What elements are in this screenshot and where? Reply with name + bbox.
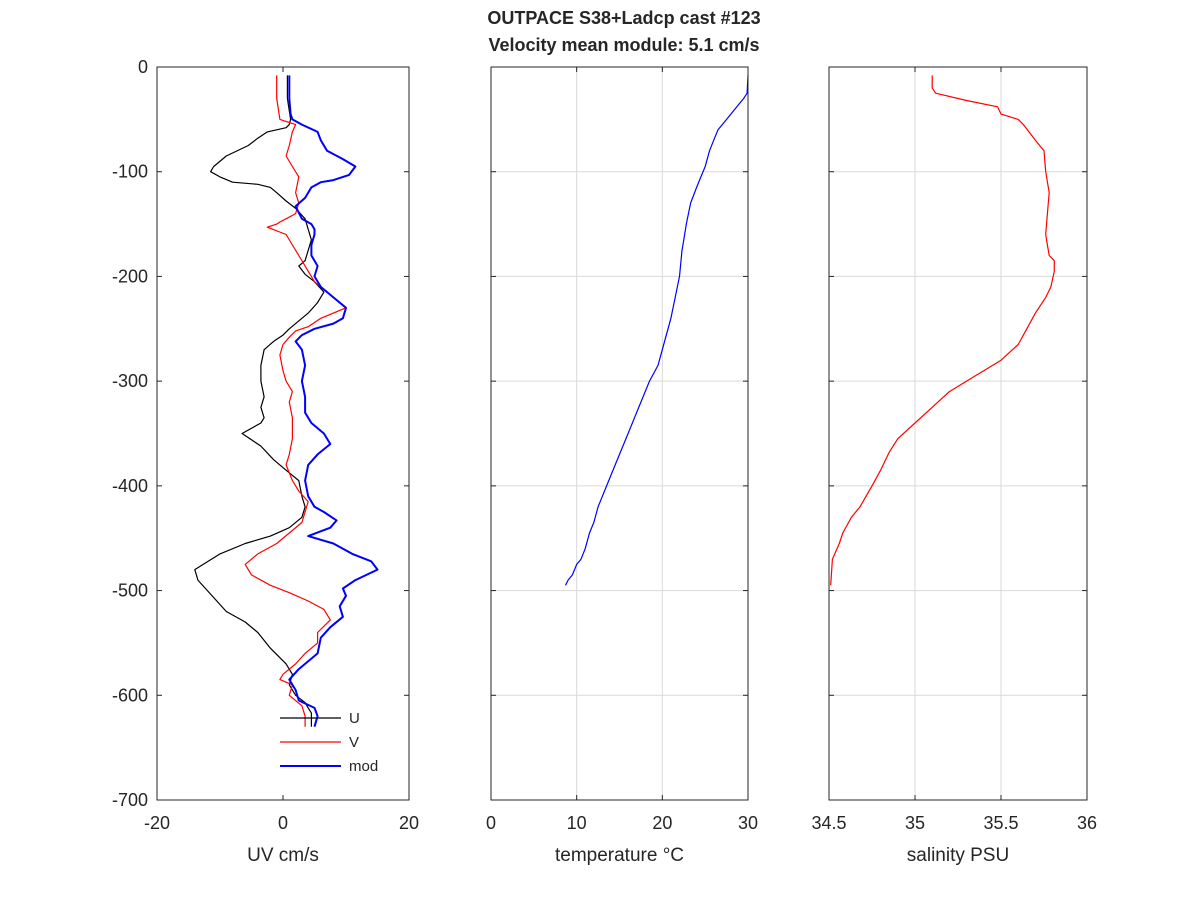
y-tick-label: -600 [112,685,148,705]
legend-label-u: U [349,710,360,727]
series-line-mod [288,75,379,727]
series-line-profile [830,75,1055,586]
x-axis-label: temperature °C [555,845,684,866]
x-tick-label: 36 [1077,813,1097,833]
y-tick-label: -500 [112,581,148,601]
x-tick-label: 35 [905,813,925,833]
figure-title-line-2: Velocity mean module: 5.1 cm/s [488,35,759,55]
panel-2: 0 10 20 30 temperature °C [486,66,758,866]
x-tick-label: 34.5 [811,813,846,833]
x-axis-label: UV cm/s [247,845,319,866]
x-tick-label: 0 [486,813,496,833]
y-tick-label: 0 [138,57,148,77]
axes-frame [828,66,1088,801]
figure-title-line-1: OUTPACE S38+Ladcp cast #123 [487,8,760,28]
y-tick-label: -300 [112,371,148,391]
legend-label-v: V [349,734,359,751]
axes-frame [490,66,749,801]
series-line-profile [564,75,749,586]
x-tick-label: 0 [278,813,288,833]
y-tick-label: -700 [112,790,148,810]
x-tick-label: 30 [738,813,758,833]
y-tick-label: -100 [112,162,148,182]
series-line-v [244,75,347,727]
x-tick-label: -20 [144,813,170,833]
series-line-u [194,75,325,727]
y-tick-label: -400 [112,476,148,496]
x-tick-label: 20 [399,813,419,833]
panel-3: 34.5 35 35.5 36 salinity PSU [811,66,1097,866]
axes-frame [156,66,410,801]
legend-label-mod: mod [349,758,378,775]
y-tick-label: -200 [112,266,148,286]
x-tick-label: 20 [652,813,672,833]
x-tick-label: 35.5 [983,813,1018,833]
x-axis-label: salinity PSU [907,845,1009,866]
x-tick-label: 10 [567,813,587,833]
